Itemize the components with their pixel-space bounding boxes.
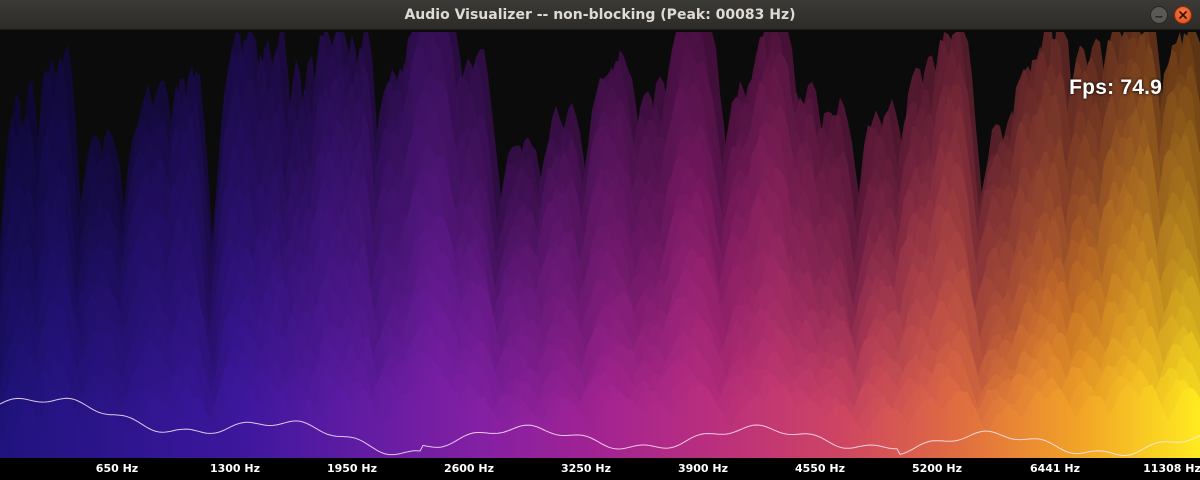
fps-counter: Fps: 74.9 xyxy=(1069,76,1162,99)
axis-tick-label: 1300 Hz xyxy=(209,462,261,475)
close-icon xyxy=(1179,11,1187,19)
close-button[interactable] xyxy=(1174,6,1192,24)
spectrum-layer xyxy=(0,376,1200,458)
window-title: Audio Visualizer -- non-blocking (Peak: … xyxy=(404,7,796,23)
axis-tick-label: 650 Hz xyxy=(95,462,139,475)
axis-tick-label: 6441 Hz xyxy=(1029,462,1081,475)
spectrum-waterfall xyxy=(0,32,1200,458)
minimize-button[interactable] xyxy=(1150,6,1168,24)
frequency-axis: 650 Hz 1300 Hz 1950 Hz 2600 Hz 3250 Hz 3900 H… xyxy=(0,458,1200,480)
axis-tick-label: 11308 Hz xyxy=(1143,462,1200,475)
axis-tick-label: 3900 Hz xyxy=(677,462,729,475)
axis-tick-label: 3250 Hz xyxy=(560,462,612,475)
minimize-icon xyxy=(1155,16,1163,18)
axis-tick-label: 4550 Hz xyxy=(794,462,846,475)
spectrum-canvas: Fps: 74.9 xyxy=(0,30,1200,458)
spectrum-trace xyxy=(0,397,1200,457)
axis-tick-label: 2600 Hz xyxy=(443,462,495,475)
axis-tick-label: 1950 Hz xyxy=(326,462,378,475)
window-controls xyxy=(1150,6,1192,24)
title-bar[interactable]: Audio Visualizer -- non-blocking (Peak: … xyxy=(0,0,1200,30)
axis-tick-label: 5200 Hz xyxy=(911,462,963,475)
